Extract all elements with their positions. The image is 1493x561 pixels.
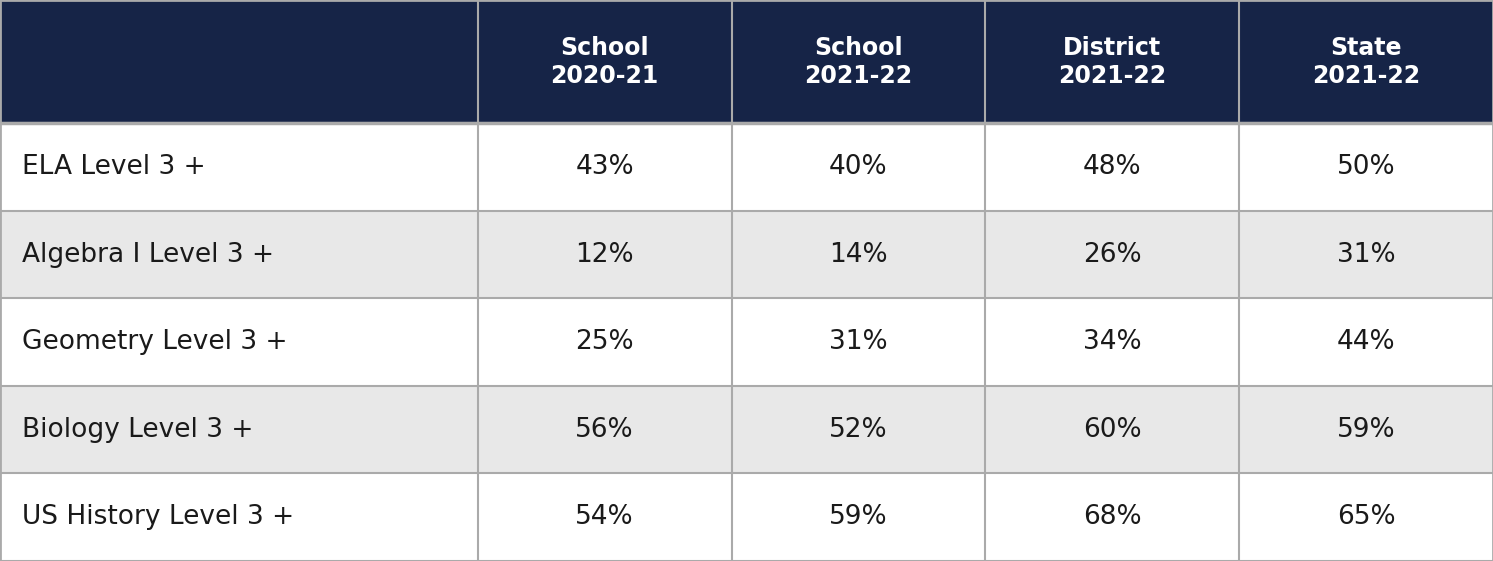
Bar — [0, 298, 478, 386]
Text: 48%: 48% — [1082, 154, 1142, 180]
Bar — [732, 0, 985, 123]
Bar — [732, 386, 985, 473]
Text: 12%: 12% — [575, 242, 635, 268]
Text: 59%: 59% — [1336, 417, 1396, 443]
Text: 68%: 68% — [1082, 504, 1142, 530]
Text: 31%: 31% — [1336, 242, 1396, 268]
Bar — [0, 123, 478, 211]
Text: School
2020-21: School 2020-21 — [551, 36, 658, 88]
Text: 43%: 43% — [575, 154, 635, 180]
Bar — [1239, 0, 1493, 123]
Text: School
2021-22: School 2021-22 — [805, 36, 912, 88]
Text: Algebra I Level 3 +: Algebra I Level 3 + — [22, 242, 275, 268]
Text: 40%: 40% — [829, 154, 888, 180]
Bar — [0, 386, 478, 473]
Text: 25%: 25% — [575, 329, 635, 355]
Text: 50%: 50% — [1336, 154, 1396, 180]
Bar — [1239, 123, 1493, 211]
Bar — [0, 473, 478, 561]
Bar — [1239, 298, 1493, 386]
Text: 65%: 65% — [1336, 504, 1396, 530]
Text: 26%: 26% — [1082, 242, 1142, 268]
Text: 31%: 31% — [829, 329, 888, 355]
Text: 56%: 56% — [575, 417, 635, 443]
Text: US History Level 3 +: US History Level 3 + — [22, 504, 294, 530]
Bar — [985, 211, 1239, 298]
Bar — [985, 473, 1239, 561]
Bar — [0, 211, 478, 298]
Bar — [985, 0, 1239, 123]
Bar — [732, 473, 985, 561]
Text: 54%: 54% — [575, 504, 635, 530]
Bar — [478, 386, 732, 473]
Bar — [478, 211, 732, 298]
Bar — [732, 298, 985, 386]
Text: Geometry Level 3 +: Geometry Level 3 + — [22, 329, 288, 355]
Bar — [985, 123, 1239, 211]
Bar — [1239, 473, 1493, 561]
Bar — [732, 123, 985, 211]
Text: State
2021-22: State 2021-22 — [1312, 36, 1420, 88]
Text: 52%: 52% — [829, 417, 888, 443]
Bar — [478, 123, 732, 211]
Bar — [985, 386, 1239, 473]
Text: District
2021-22: District 2021-22 — [1059, 36, 1166, 88]
Text: ELA Level 3 +: ELA Level 3 + — [22, 154, 206, 180]
Bar — [732, 211, 985, 298]
Text: 34%: 34% — [1082, 329, 1142, 355]
Bar — [478, 473, 732, 561]
Bar — [0, 0, 478, 123]
Text: 44%: 44% — [1336, 329, 1396, 355]
Text: 60%: 60% — [1082, 417, 1142, 443]
Text: 59%: 59% — [829, 504, 888, 530]
Text: 14%: 14% — [829, 242, 888, 268]
Text: Biology Level 3 +: Biology Level 3 + — [22, 417, 254, 443]
Bar — [1239, 386, 1493, 473]
Bar — [985, 298, 1239, 386]
Bar — [478, 0, 732, 123]
Bar — [478, 298, 732, 386]
Bar — [1239, 211, 1493, 298]
